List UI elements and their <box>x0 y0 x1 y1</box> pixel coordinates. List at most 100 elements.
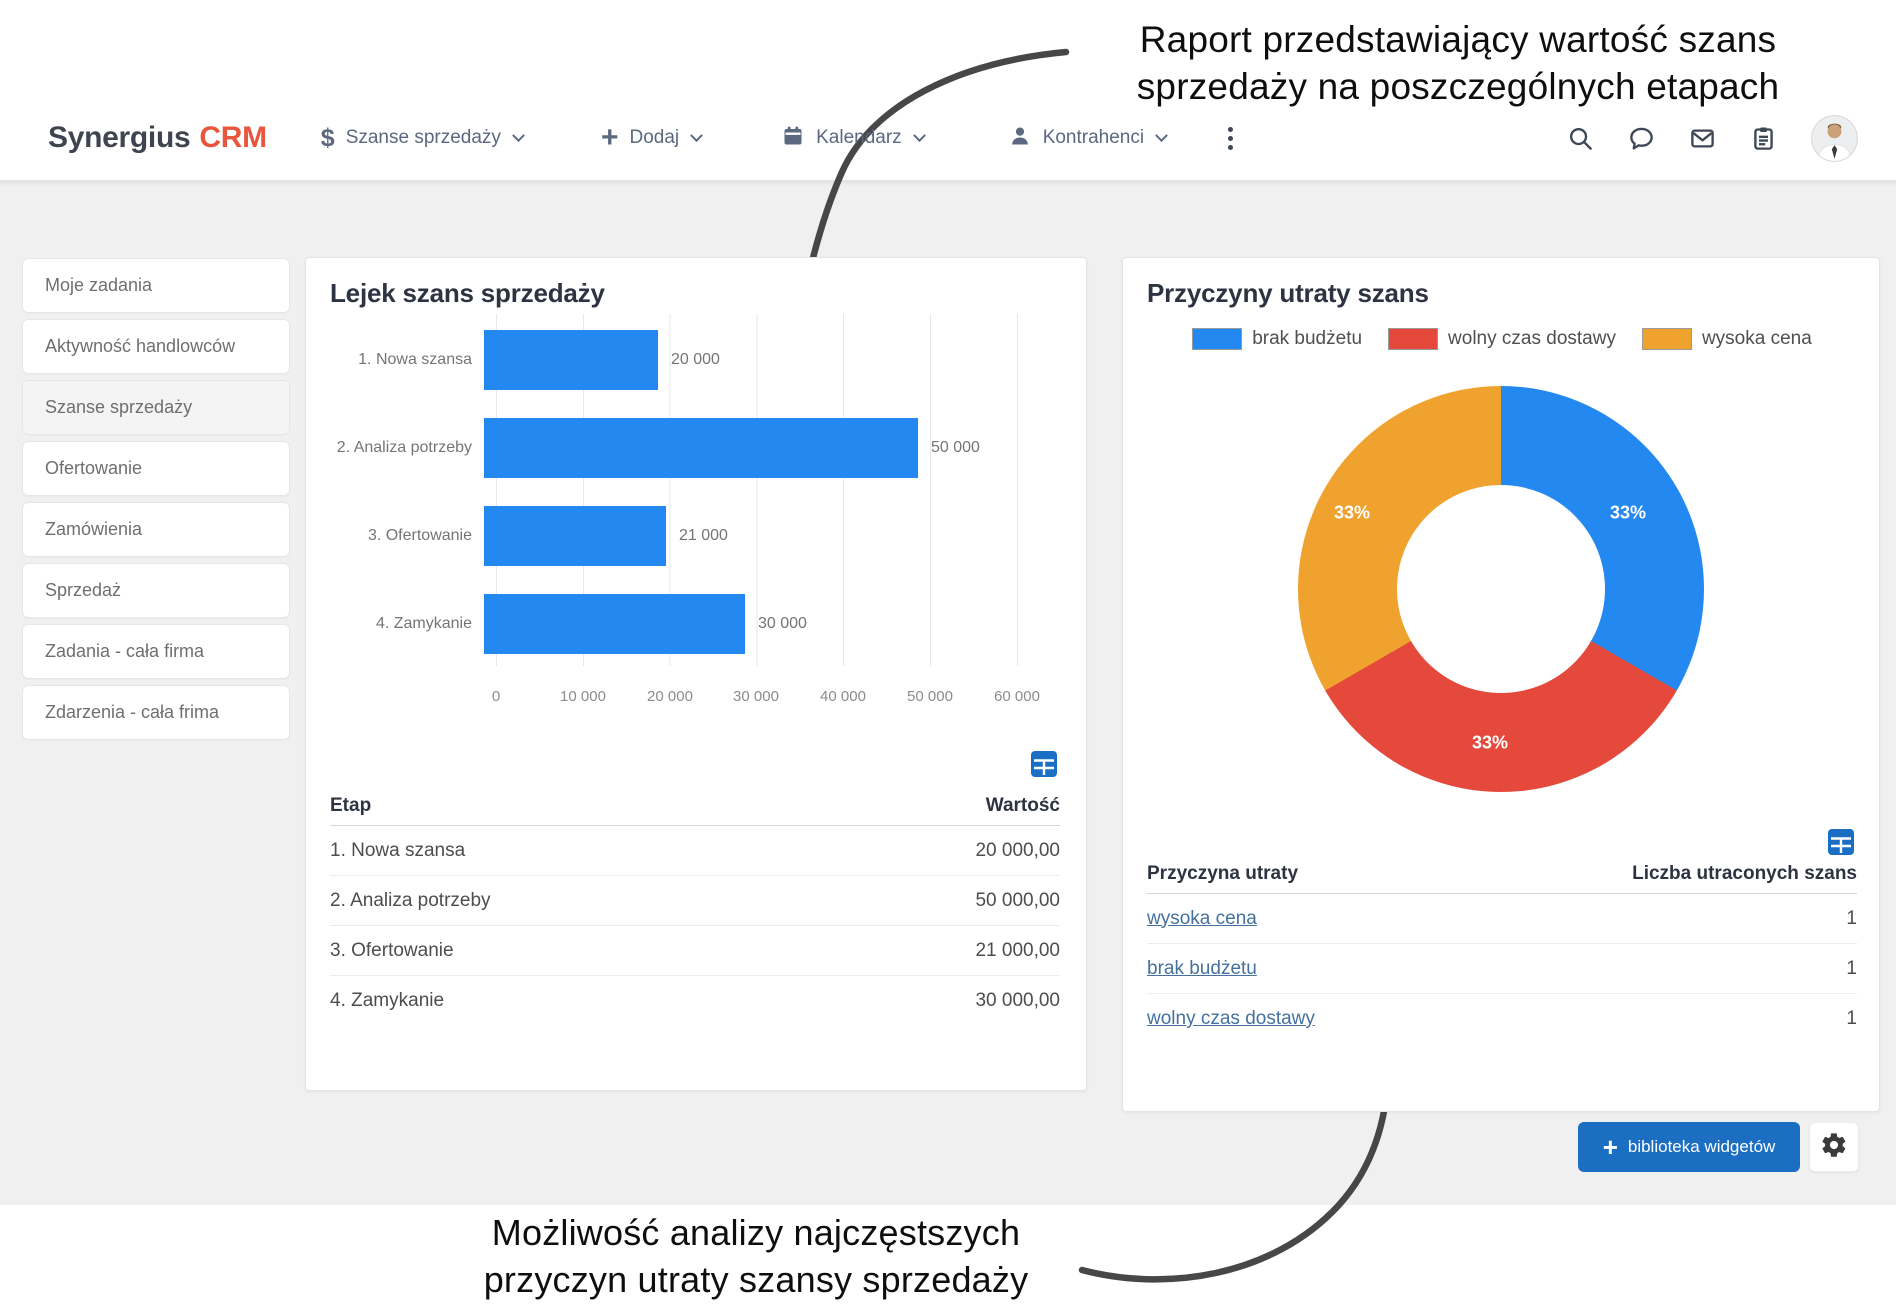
funnel-x-axis: 0 10 000 20 000 30 000 40 000 50 000 60 … <box>306 688 1088 708</box>
funnel-card-title: Lejek szans sprzedaży <box>330 278 605 308</box>
wartosc-cell: 21 000,00 <box>975 939 1060 961</box>
loss-count-cell: 1 <box>1846 957 1857 979</box>
legend-swatch-red <box>1388 328 1439 350</box>
loss-reason-link[interactable]: wolny czas dostawy <box>1147 1008 1315 1029</box>
nav-label: Szanse sprzedaży <box>345 127 501 148</box>
sidebar-item-label: Ofertowanie <box>45 458 143 478</box>
loss-count-cell: 1 <box>1846 1008 1857 1029</box>
nav-label: Kontrahenci <box>1042 127 1145 148</box>
top-annotation-line1: Raport przedstawiający wartość szans <box>1139 19 1777 60</box>
nav-dodaj[interactable]: + Dodaj <box>600 121 703 154</box>
table-row: brak budżetu 1 <box>1147 944 1857 994</box>
plus-icon: + <box>1602 1132 1618 1162</box>
avatar[interactable] <box>1811 114 1858 162</box>
sidebar-item-zamowienia[interactable]: Zamówienia <box>22 502 290 557</box>
wartosc-cell: 30 000,00 <box>975 990 1060 1011</box>
sidebar-item-label: Aktywność handlowców <box>45 336 236 356</box>
funnel-category-label: 3. Ofertowanie <box>367 527 472 544</box>
mail-icon[interactable] <box>1689 125 1716 152</box>
legend-swatch-orange <box>1641 328 1692 350</box>
sidebar-item-label: Sprzedaż <box>45 580 122 600</box>
table-row: wysoka cena 1 <box>1147 894 1857 944</box>
column-etap: Etap <box>330 794 372 816</box>
table-row: 2. Analiza potrzeby 50 000,00 <box>330 876 1060 926</box>
legend-entry-wolny-czas-dostawy: wolny czas dostawy <box>1388 328 1616 350</box>
legend-entry-brak-budzetu: brak budżetu <box>1192 328 1362 350</box>
plus-icon: + <box>600 121 619 154</box>
loss-reason-link[interactable]: brak budżetu <box>1147 957 1257 979</box>
table-row: 3. Ofertowanie 21 000,00 <box>330 926 1060 976</box>
funnel-category-label: 4. Zamykanie <box>375 615 472 632</box>
table-view-icon[interactable] <box>1827 828 1855 861</box>
chevron-down-icon <box>912 128 926 142</box>
sidebar-item-aktywnosc-handlowcow[interactable]: Aktywność handlowców <box>22 319 290 374</box>
calendar-icon <box>781 124 805 153</box>
donut-hole <box>1397 485 1605 693</box>
settings-button[interactable] <box>1809 1122 1859 1172</box>
loss-reason-link[interactable]: wysoka cena <box>1147 907 1257 929</box>
nav-label: Dodaj <box>629 127 680 148</box>
funnel-bar-row: 3. Ofertowanie 21 000 <box>306 506 1088 566</box>
header-icon-cluster <box>1567 114 1858 162</box>
legend-label: brak budżetu <box>1252 328 1363 349</box>
dollar-icon: $ <box>320 123 335 152</box>
loss-table: Przyczyna utraty Liczba utraconych szans… <box>1147 854 1857 1044</box>
legend-entry-wysoka-cena: wysoka cena <box>1641 328 1812 350</box>
sidebar-item-label: Zdarzenia - cała frima <box>45 702 220 722</box>
nav-kontrahenci[interactable]: Kontrahenci <box>1008 124 1168 153</box>
sidebar-item-zadania-cala-firma[interactable]: Zadania - cała firma <box>22 624 290 679</box>
sidebar-item-ofertowanie[interactable]: Ofertowanie <box>22 441 290 496</box>
x-tick: 60 000 <box>994 688 1040 705</box>
sidebar-item-szanse-sprzedazy[interactable]: Szanse sprzedaży <box>22 380 290 435</box>
sidebar-item-zdarzenia-cala-frima[interactable]: Zdarzenia - cała frima <box>22 685 290 740</box>
etap-cell: 4. Zamykanie <box>330 990 445 1011</box>
more-menu-icon[interactable] <box>1224 123 1237 154</box>
bottom-annotation-line1: Możliwość analizy najczęstszych <box>491 1212 1021 1253</box>
etap-cell: 3. Ofertowanie <box>330 939 454 961</box>
funnel-widget-card: Lejek szans sprzedaży 1. Nowa szansa 20 … <box>305 257 1087 1091</box>
chat-icon[interactable] <box>1628 125 1655 152</box>
funnel-category-label: 2. Analiza potrzeby <box>336 439 472 456</box>
table-row: wolny czas dostawy 1 <box>1147 994 1857 1044</box>
wartosc-cell: 50 000,00 <box>975 889 1060 911</box>
gear-icon <box>1820 1131 1848 1164</box>
funnel-bar-row: 1. Nowa szansa 20 000 <box>306 330 1088 390</box>
clipboard-icon[interactable] <box>1750 125 1777 152</box>
column-przyczyna-utraty: Przyczyna utraty <box>1147 862 1299 884</box>
funnel-bar <box>484 506 666 566</box>
donut-chart: 33% 33% 33% <box>1298 386 1704 792</box>
x-tick: 50 000 <box>907 688 953 705</box>
app-logo[interactable]: Synergius CRM <box>48 121 267 155</box>
pie-legend: brak budżetu wolny czas dostawy wysoka c… <box>1123 328 1881 350</box>
loss-reasons-widget-card: Przyczyny utraty szans brak budżetu woln… <box>1122 257 1880 1112</box>
sidebar: Moje zadania Aktywność handlowców Szanse… <box>22 258 290 746</box>
nav-szanse-sprzedazy[interactable]: $ Szanse sprzedaży <box>320 123 525 153</box>
funnel-value-label: 21 000 <box>679 527 728 544</box>
bottom-annotation-line2: przyczyn utraty szansy sprzedaży <box>483 1258 1029 1300</box>
chevron-down-icon <box>512 128 525 142</box>
column-liczba-utraconych-szans: Liczba utraconych szans <box>1632 862 1857 884</box>
header-divider <box>0 180 1896 181</box>
chevron-down-icon <box>1155 128 1168 142</box>
nav-kalendarz[interactable]: Kalendarz <box>781 124 926 153</box>
funnel-category-label: 1. Nowa szansa <box>358 351 472 368</box>
funnel-bar-row: 2. Analiza potrzeby 50 000 <box>306 418 1088 478</box>
funnel-bar <box>484 594 745 654</box>
slice-label-blue: 33% <box>1609 502 1647 523</box>
table-view-icon[interactable] <box>1030 750 1058 783</box>
legend-label: wolny czas dostawy <box>1448 328 1616 349</box>
funnel-table: Etap Wartość 1. Nowa szansa 20 000,00 2.… <box>330 786 1060 1026</box>
search-icon[interactable] <box>1567 125 1594 152</box>
logo-text-primary: Synergius <box>48 121 191 154</box>
sidebar-item-label: Zamówienia <box>45 519 143 539</box>
x-tick: 0 <box>491 688 501 705</box>
sidebar-item-moje-zadania[interactable]: Moje zadania <box>22 258 290 313</box>
wartosc-cell: 20 000,00 <box>975 839 1060 861</box>
top-annotation: Raport przedstawiający wartość szans spr… <box>1072 16 1844 111</box>
sidebar-item-sprzedaz[interactable]: Sprzedaż <box>22 563 290 618</box>
legend-swatch-blue <box>1192 328 1243 350</box>
funnel-table-header: Etap Wartość <box>330 786 1060 826</box>
table-row: 4. Zamykanie 30 000,00 <box>330 976 1060 1026</box>
widget-library-button[interactable]: + biblioteka widgetów <box>1578 1122 1800 1172</box>
funnel-bar <box>484 330 658 390</box>
